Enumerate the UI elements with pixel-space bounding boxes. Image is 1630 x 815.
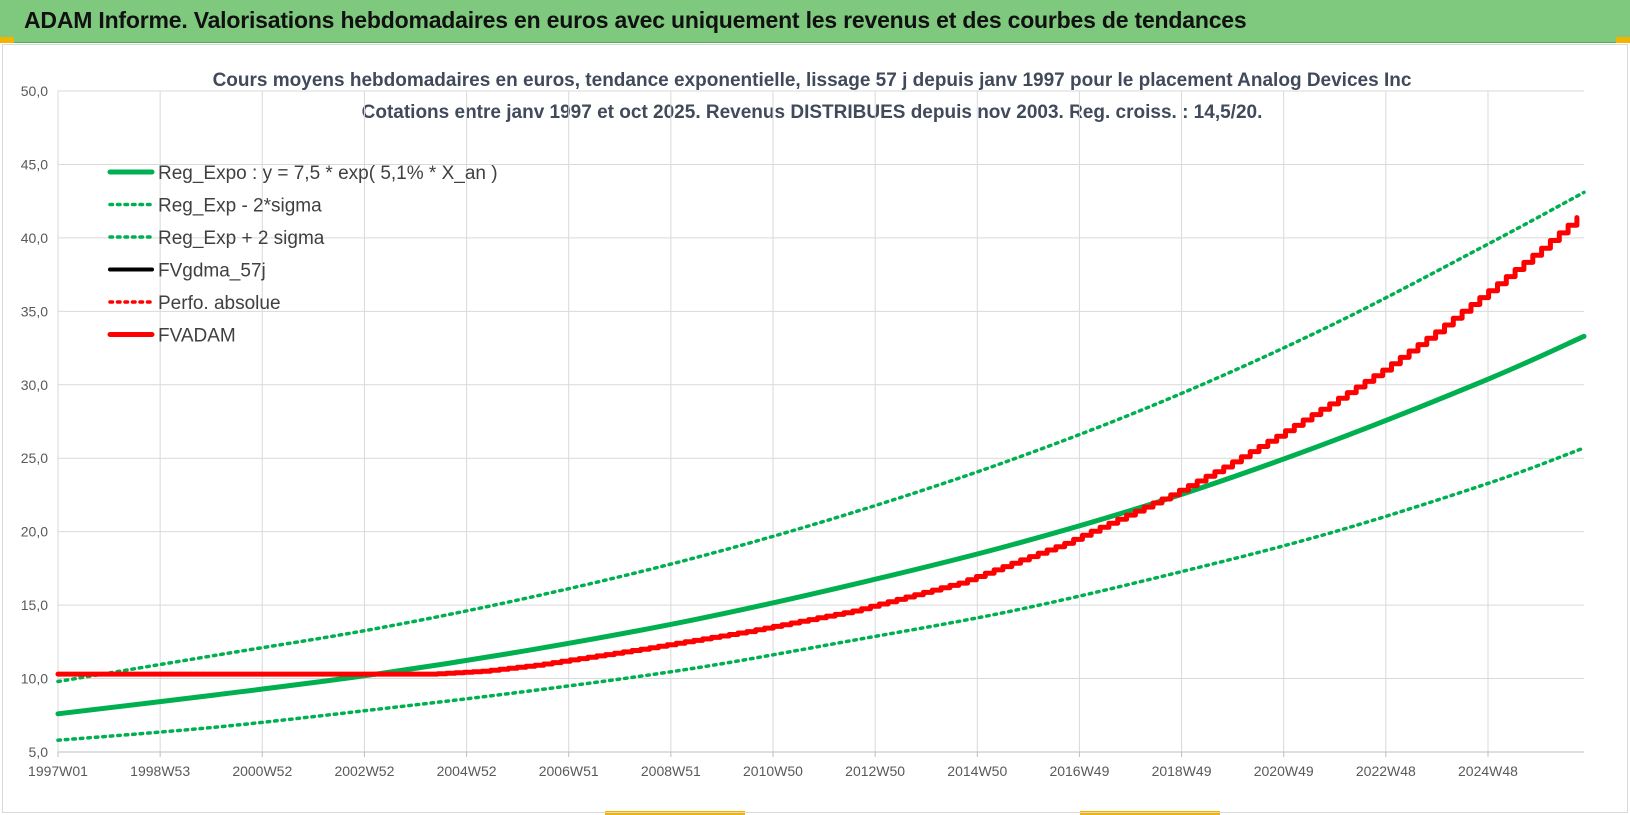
series-line-2 <box>56 190 1586 684</box>
y-tick-label: 10,0 <box>21 671 48 687</box>
y-tick-label: 25,0 <box>21 450 48 466</box>
legend-label: Reg_Expo : y = 7,5 * exp( 5,1% * X_an ) <box>158 163 498 184</box>
legend-label: FVADAM <box>158 326 236 347</box>
x-tick-label: 2022W48 <box>1356 763 1416 779</box>
legend-label: FVgdma_57j <box>158 261 266 282</box>
series-line-3 <box>56 216 1579 676</box>
gridlines <box>57 90 1584 753</box>
x-tick-label: 2014W50 <box>947 763 1007 779</box>
series-line-0 <box>55 333 1587 717</box>
chart-subtitle: Cotations entre janv 1997 et oct 2025. R… <box>362 102 1263 123</box>
x-tick-label: 2020W49 <box>1254 763 1314 779</box>
x-tick-label: 1998W53 <box>130 763 190 779</box>
y-tick-label: 50,0 <box>21 83 48 99</box>
series-line-5 <box>55 215 1580 677</box>
legend: Reg_Expo : y = 7,5 * exp( 5,1% * X_an ) R… <box>107 163 498 347</box>
y-tick-label: 5,0 <box>29 744 49 760</box>
x-tick-label: 2024W48 <box>1458 763 1518 779</box>
series-lines <box>55 190 1587 742</box>
y-tick-label: 45,0 <box>21 156 48 172</box>
chart-frame <box>2 44 1628 813</box>
report-header: ADAM Informe. Valorisations hebdomadaire… <box>0 0 1630 43</box>
x-tick-label: 2006W51 <box>539 763 599 779</box>
legend-label: Perfo. absolue <box>158 293 281 314</box>
bottom-marker-left <box>605 811 745 815</box>
series-line-1 <box>56 446 1586 742</box>
x-tick-label: 2012W50 <box>845 763 905 779</box>
x-tick-label: 2004W52 <box>437 763 497 779</box>
x-tick-label: 2016W49 <box>1049 763 1109 779</box>
y-tick-label: 30,0 <box>21 377 48 393</box>
x-tick-label: 2010W50 <box>743 763 803 779</box>
y-tick-label: 20,0 <box>21 524 48 540</box>
y-tick-label: 15,0 <box>21 597 48 613</box>
y-axis: 5,0 10,0 15,0 20,0 25,0 30,0 35,0 40,0 45,0 50,0 <box>21 83 48 760</box>
x-tick-label: 2008W51 <box>641 763 701 779</box>
x-tick-label: 1997W01 <box>28 763 88 779</box>
chart-title: Cours moyens hebdomadaires en euros, ten… <box>213 70 1412 91</box>
report-title: ADAM Informe. Valorisations hebdomadaire… <box>24 7 1247 33</box>
x-tick-label: 2002W52 <box>334 763 394 779</box>
x-tick-label: 2000W52 <box>232 763 292 779</box>
corner-marker-left <box>0 37 14 43</box>
bottom-marker-right <box>1080 811 1220 815</box>
x-tick-label: 2018W49 <box>1152 763 1212 779</box>
legend-label: Reg_Exp + 2 sigma <box>158 228 325 249</box>
y-tick-label: 40,0 <box>21 230 48 246</box>
y-tick-label: 35,0 <box>21 303 48 319</box>
x-axis: 1997W01 1998W53 2000W52 2002W52 2004W52 2006W… <box>28 751 1584 779</box>
corner-marker-right <box>1616 37 1630 43</box>
legend-label: Reg_Exp - 2*sigma <box>158 196 322 217</box>
